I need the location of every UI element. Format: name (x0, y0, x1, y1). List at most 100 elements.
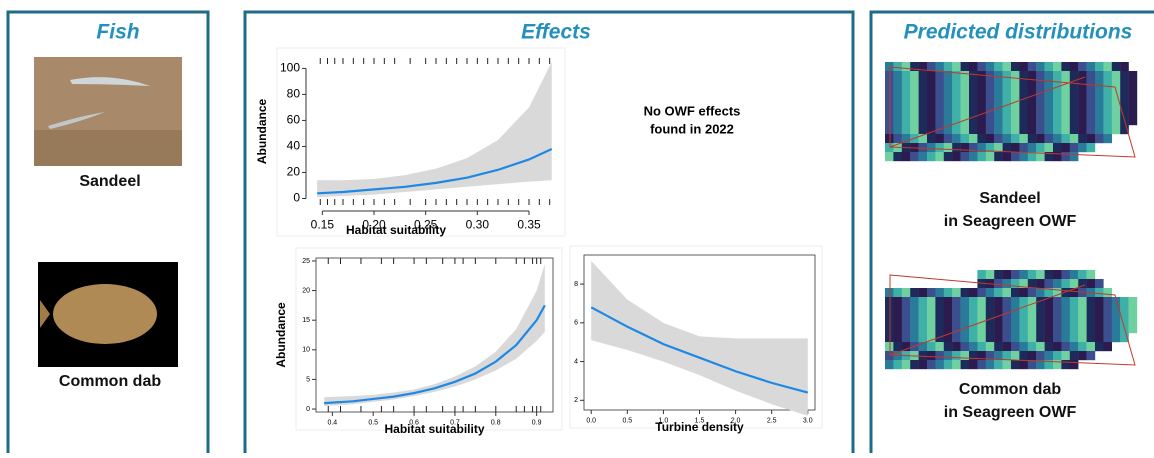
map-cell (1027, 152, 1037, 162)
map-cell (901, 324, 911, 334)
map-cell (943, 342, 953, 352)
map-cell (994, 351, 1003, 361)
map-cell (1044, 143, 1054, 153)
map-cell (1036, 152, 1045, 162)
map-cell (1095, 125, 1104, 135)
map-cell (1120, 98, 1129, 108)
map-cell (893, 134, 902, 144)
map-cell (1120, 80, 1129, 90)
map-cell (1103, 315, 1112, 325)
map-cell (1128, 98, 1138, 108)
map-cell (1027, 306, 1037, 316)
map-cell (1103, 333, 1112, 343)
map-cell (1095, 279, 1104, 289)
map-cell (1095, 134, 1104, 144)
map-cell (885, 324, 894, 334)
map-cell (1019, 107, 1028, 117)
map-cell (885, 306, 894, 316)
map-cell (1036, 62, 1045, 72)
map-cell (985, 342, 995, 352)
map-cell (994, 125, 1003, 135)
map-cell (1019, 125, 1028, 135)
map-cell (1044, 279, 1054, 289)
map-cell (918, 297, 928, 307)
map-cell (1011, 297, 1020, 307)
map-cell (893, 89, 902, 99)
map-cell (1078, 89, 1087, 99)
map-cell (1095, 116, 1104, 126)
map-cell (885, 107, 894, 117)
map-cell (1069, 134, 1079, 144)
map-cell (994, 333, 1003, 343)
map-cell (1086, 71, 1096, 81)
map-cell (1095, 98, 1104, 108)
map-cell (994, 134, 1003, 144)
x-tick-label: 1.0 (659, 418, 669, 425)
map-cell (885, 71, 894, 81)
map-cell (977, 306, 986, 316)
map-cell (918, 107, 928, 117)
map-cell (943, 297, 953, 307)
map-cell (960, 315, 970, 325)
map-cell (1044, 351, 1054, 361)
map-cell (1111, 107, 1121, 117)
map-cell (1053, 306, 1062, 316)
map-cell (943, 134, 953, 144)
map-cell (952, 333, 961, 343)
map-cell (1053, 279, 1062, 289)
map-cell (1061, 306, 1070, 316)
x-axis-label: Habitat suitability (346, 223, 446, 237)
map-cell (1086, 315, 1096, 325)
map-cell (893, 152, 902, 162)
map-cell (885, 315, 894, 325)
map-cell (1061, 152, 1070, 162)
map-cell (918, 62, 928, 72)
map-cell (977, 89, 986, 99)
map-cell (994, 143, 1003, 153)
map-cell (985, 80, 995, 90)
map-cell (994, 306, 1003, 316)
map-cell (1103, 297, 1112, 307)
y-tick-label: 20 (287, 165, 301, 179)
map-cell (1086, 279, 1096, 289)
map-cell (1011, 270, 1020, 280)
map-cell (1027, 71, 1037, 81)
map-cell (893, 125, 902, 135)
y-tick-label: 2 (574, 397, 578, 404)
map-cell (893, 333, 902, 343)
map-cell (935, 62, 944, 72)
map-cell (1078, 107, 1087, 117)
map-cell (952, 315, 961, 325)
map-cell (969, 62, 978, 72)
map-cell (1069, 143, 1079, 153)
map-cell (985, 351, 995, 361)
map-cell (1027, 143, 1037, 153)
map-cell (893, 107, 902, 117)
y-tick-label: 0 (293, 191, 300, 205)
map-cell (969, 333, 978, 343)
map-cell (1078, 143, 1087, 153)
map-cell (1103, 125, 1112, 135)
map-cell (927, 333, 936, 343)
map (885, 62, 1138, 162)
map-cell (1053, 288, 1062, 298)
map-cell (1036, 80, 1045, 90)
map-cell (1095, 107, 1104, 117)
map-cell (1120, 125, 1129, 135)
map-cell (1002, 152, 1012, 162)
map-cell (943, 71, 953, 81)
map-cell (1128, 80, 1138, 90)
map-cell (1086, 297, 1096, 307)
map-cell (943, 80, 953, 90)
map-cell (927, 143, 936, 153)
map-cell (1078, 116, 1087, 126)
map-cell (960, 143, 970, 153)
map-label: Common dab (959, 381, 1061, 398)
map-cell (952, 324, 961, 334)
map-cell (1069, 342, 1079, 352)
map-cell (969, 89, 978, 99)
map-cell (952, 342, 961, 352)
map-cell (918, 306, 928, 316)
map-cell (927, 107, 936, 117)
map-cell (1036, 288, 1045, 298)
